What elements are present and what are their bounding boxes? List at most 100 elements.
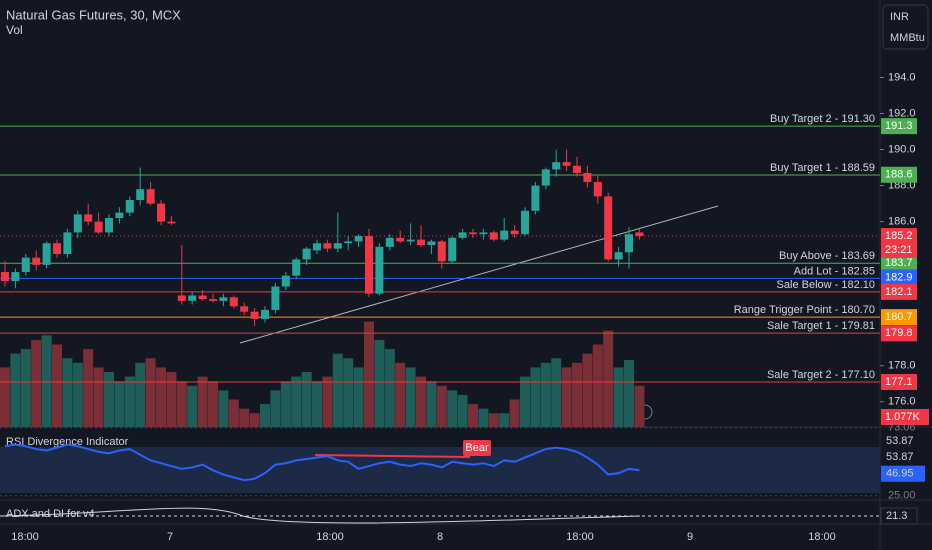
candle-body [396,237,405,242]
y-tick-label: 178.0 [888,360,916,372]
candle-body [188,295,197,301]
volume-bar [20,349,31,427]
volume-bar [218,390,229,427]
candle-body [531,185,540,211]
divergence-line [314,454,471,458]
candle-body [63,232,72,255]
level-badge [881,269,917,286]
volume-bar [447,390,458,427]
candle-body [157,203,165,222]
candle-body [593,181,602,197]
y-tick-label: 194.0 [888,71,916,83]
chart-title: Natural Gas Futures, 30, MCX [6,7,181,22]
candle-body [42,243,51,265]
currency[interactable]: INR [890,11,909,23]
level-label: Sale Target 1 - 179.81 [767,320,875,332]
candle-body [479,232,488,235]
candle-body [250,311,259,319]
volume-label: 1.077K [885,411,921,423]
y-tick-label: 192.0 [888,107,916,119]
volume-bar [197,376,208,427]
bear-badge [463,440,491,456]
volume-bar [83,349,94,427]
candle-body [344,241,353,244]
volume-bar [457,394,468,427]
volume-bar [124,376,135,427]
rsi-badge-text: 46.95 [886,468,914,480]
rsi-title: RSI Divergence Indicator [6,436,129,448]
candle-body [281,275,290,287]
candle-body [73,214,82,233]
volume-bar [176,381,187,427]
volume-bar [624,360,634,427]
volume-bar [41,335,52,427]
level-label: Sale Target 2 - 177.10 [767,369,875,381]
x-tick-label: 18:00 [566,531,594,543]
volume-bar [0,367,10,427]
level-badge-text: 188.6 [885,169,913,181]
rsi-badge-text: 53.87 [886,435,914,447]
level-badge [881,309,917,326]
rsi-band [0,447,880,493]
volume-bar [322,376,333,427]
x-tick-label: 7 [167,531,173,543]
volume-bar [561,367,572,427]
candle-body [240,306,249,312]
rsi-badge [881,448,925,465]
candle-body [333,243,342,249]
candle-body [417,239,425,246]
level-badge-text: 180.7 [885,311,913,323]
volume-bar [509,399,520,427]
volume-bar [312,381,322,427]
adx-badge [880,507,918,525]
volume-bar [135,362,146,427]
level-badge [881,166,917,183]
level-badge-text: 182.1 [885,286,913,298]
last-price-badge [881,228,917,259]
candle-body [136,189,145,200]
volume-bar [551,358,562,427]
level-badge-text: 179.8 [885,327,913,339]
volume-bar [603,330,614,427]
volume-bar [72,362,83,427]
level-label: Buy Above - 183.69 [779,250,875,262]
candle-body [219,297,228,301]
last-price-text: 185.2 [885,230,913,242]
volume-bar [520,376,530,427]
candle-body [84,214,93,222]
y-tick-label: 186.0 [888,216,916,228]
candle-body [427,241,436,246]
candle-body [292,259,301,276]
candle-body [53,243,61,255]
level-badge [881,373,917,390]
volume-bar [62,358,73,427]
x-tick-label: 9 [687,531,693,543]
countdown: 23:21 [885,244,913,256]
candle-body [500,230,509,240]
candle-body [562,162,571,166]
volume-bar [613,367,624,427]
level-label: Buy Target 1 - 188.59 [770,162,875,174]
rsi-line [4,443,640,482]
candle-body [198,295,207,300]
candle-body [125,199,134,213]
unit[interactable]: MMBtu [890,32,925,44]
x-tick-label: 18:00 [808,531,836,543]
volume-bar [478,408,489,427]
rsi-badge [881,465,925,482]
unit-box[interactable] [882,4,929,50]
rsi-tick-label: 73.06 [888,422,916,434]
level-label: Sale Below - 182.10 [777,279,875,291]
candle-body [115,212,124,219]
level-label: Buy Target 2 - 191.30 [770,113,875,125]
volume-bar [592,344,603,427]
candle-body [354,236,363,242]
volume-bar [436,385,447,427]
candle-body [625,234,633,253]
level-badge [881,118,917,135]
candle-body [521,210,529,235]
candle-body [313,243,321,251]
candle-body [437,241,446,262]
candle-body [375,246,384,294]
